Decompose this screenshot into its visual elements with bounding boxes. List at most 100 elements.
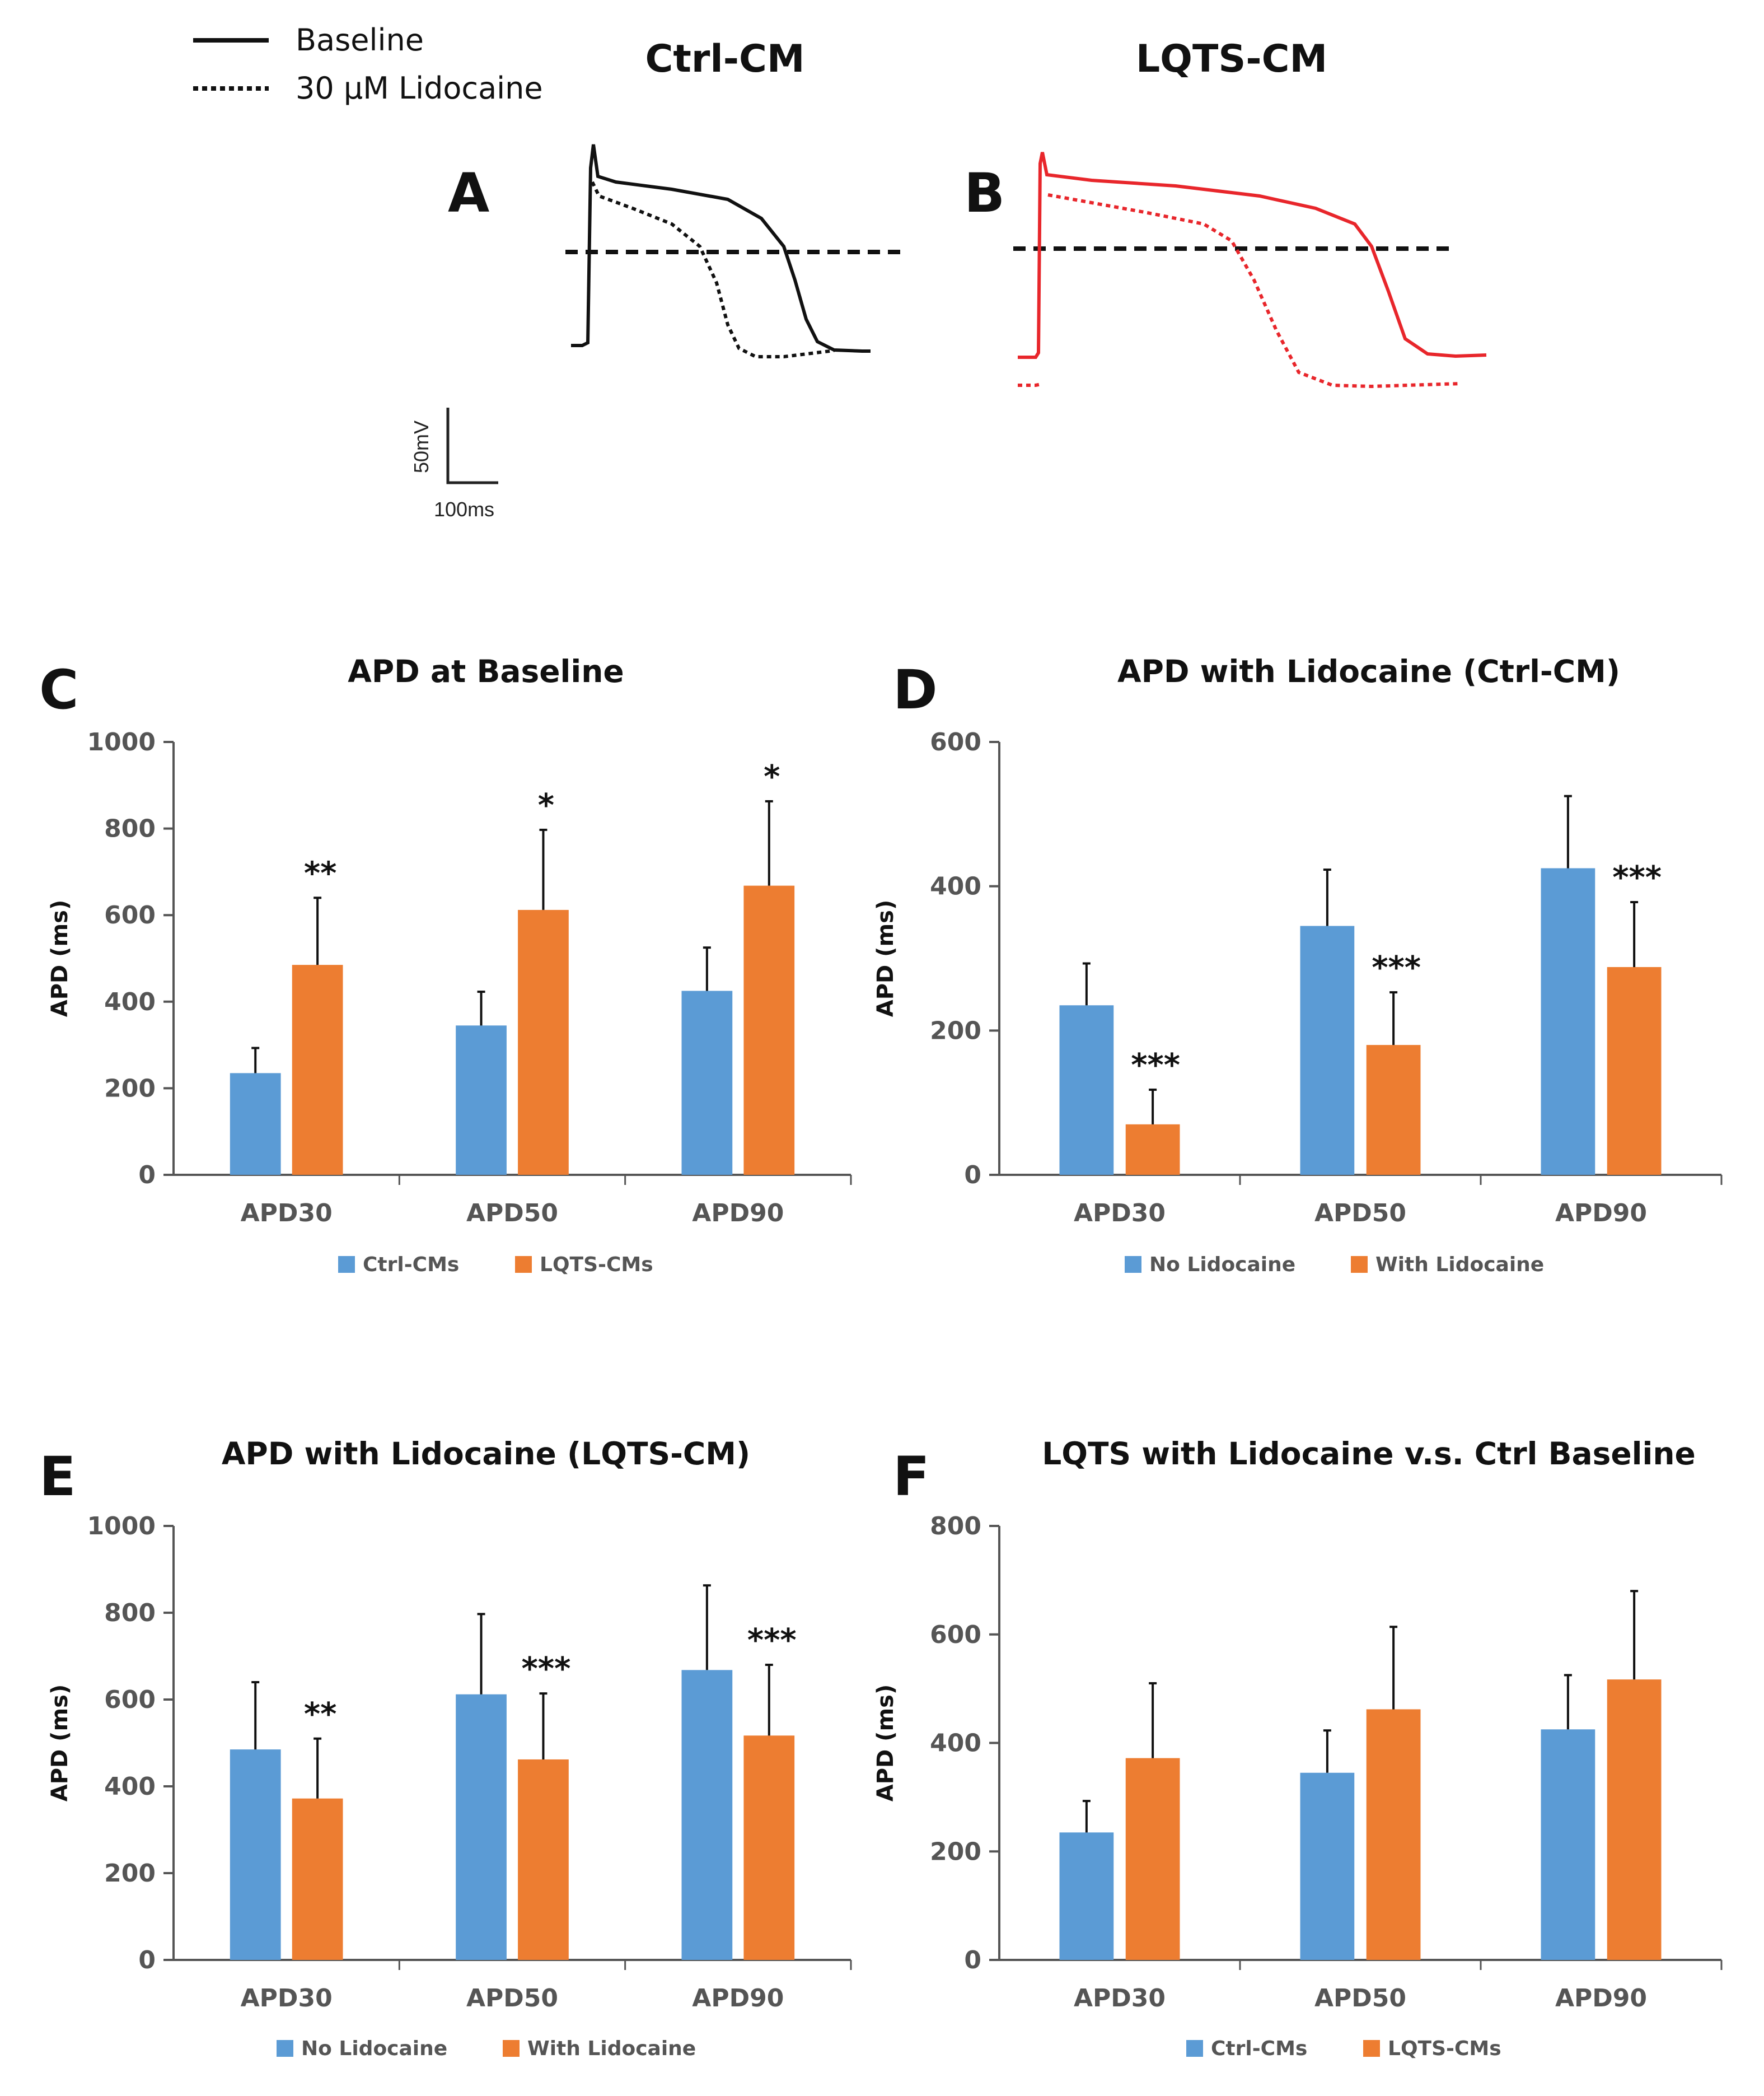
x-category-label: APD30 bbox=[1074, 1199, 1166, 1227]
chart-e-y-label: APD (ms) bbox=[47, 1684, 73, 1801]
y-tick-label: 400 bbox=[930, 1729, 981, 1758]
y-tick-label: 1000 bbox=[87, 1512, 156, 1541]
significance-marker: * bbox=[538, 787, 554, 824]
x-category-label: APD90 bbox=[1555, 1199, 1647, 1227]
bar-lqts-cms bbox=[743, 885, 795, 1175]
legend-swatch bbox=[1363, 2040, 1380, 2057]
legend-swatch bbox=[1351, 1256, 1368, 1273]
legend-solid-label: Baseline bbox=[296, 22, 424, 58]
significance-marker: *** bbox=[1131, 1047, 1180, 1084]
bar-with-lidocaine bbox=[743, 1735, 795, 1960]
trace-legend: Baseline 30 µM Lidocaine bbox=[193, 22, 543, 106]
panel-c-label: C bbox=[39, 659, 78, 721]
y-tick-label: 200 bbox=[930, 1016, 981, 1045]
scale-bar-time: 100ms bbox=[434, 498, 494, 521]
y-tick-label: 200 bbox=[104, 1074, 156, 1103]
y-tick-label: 200 bbox=[104, 1859, 156, 1888]
scale-bar: 50mV 100ms bbox=[410, 408, 498, 521]
panel-a: Ctrl-CM A bbox=[448, 37, 902, 358]
panel-b-title: LQTS-CM bbox=[1136, 37, 1327, 81]
x-category-label: APD30 bbox=[241, 1199, 333, 1227]
bar-no-lidocaine bbox=[1059, 1005, 1114, 1175]
bar-with-lidocaine bbox=[1366, 1045, 1421, 1175]
significance-marker: *** bbox=[1612, 860, 1662, 896]
bar-charts: C APD at Baseline 0 200 400 600 800 1000 APD (ms… bbox=[39, 653, 1723, 2060]
legend-label: With Lidocaine bbox=[527, 2037, 696, 2060]
bar-ctrl-cms bbox=[1300, 1772, 1355, 1960]
x-category-label: APD90 bbox=[692, 1199, 784, 1227]
panel-a-lidocaine-trace bbox=[591, 181, 835, 358]
chart-c-legend: Ctrl-CMs LQTS-CMs bbox=[338, 1253, 653, 1276]
y-tick-label: 800 bbox=[104, 815, 156, 843]
legend-swatch bbox=[1125, 1256, 1141, 1273]
panel-a-title: Ctrl-CM bbox=[645, 37, 804, 81]
legend-swatch bbox=[277, 2040, 293, 2057]
y-tick-label: 0 bbox=[138, 1946, 156, 1974]
bar-ctrl-cms bbox=[230, 1073, 281, 1175]
chart-e-title: APD with Lidocaine (LQTS-CM) bbox=[222, 1436, 750, 1472]
bar-with-lidocaine bbox=[1125, 1124, 1180, 1175]
legend-label: No Lidocaine bbox=[1149, 1253, 1295, 1276]
x-category-label: APD90 bbox=[1555, 1984, 1647, 2013]
bar-with-lidocaine bbox=[1607, 967, 1662, 1175]
significance-marker: ** bbox=[304, 1696, 337, 1733]
x-category-label: APD50 bbox=[466, 1199, 558, 1227]
y-tick-label: 1000 bbox=[87, 728, 156, 757]
scale-bar-voltage: 50mV bbox=[410, 421, 433, 473]
panel-b-label: B bbox=[964, 162, 1005, 225]
y-tick-label: 0 bbox=[964, 1946, 981, 1974]
chart-d-title: APD with Lidocaine (Ctrl-CM) bbox=[1117, 653, 1620, 689]
x-category-label: APD50 bbox=[1314, 1199, 1406, 1227]
bar-ctrl-cms bbox=[456, 1025, 507, 1175]
legend-swatch bbox=[515, 1256, 532, 1273]
bar-no-lidocaine bbox=[456, 1694, 507, 1960]
panel-b-lidocaine-trace bbox=[1018, 193, 1462, 389]
chart-d-y-label: APD (ms) bbox=[873, 900, 899, 1017]
panel-e-label: E bbox=[39, 1445, 76, 1508]
bar-ctrl-cms bbox=[681, 991, 733, 1175]
bar-no-lidocaine bbox=[230, 1749, 281, 1960]
x-category-label: APD30 bbox=[241, 1984, 333, 2013]
bar-no-lidocaine bbox=[1541, 868, 1595, 1175]
legend-swatch bbox=[338, 1256, 355, 1273]
y-tick-label: 600 bbox=[930, 728, 981, 757]
significance-marker: * bbox=[764, 759, 780, 795]
scale-bar-lines bbox=[446, 408, 498, 484]
bar-ctrl-cms bbox=[1059, 1832, 1114, 1960]
legend-label: Ctrl-CMs bbox=[1211, 2037, 1307, 2060]
y-tick-label: 600 bbox=[104, 901, 156, 930]
significance-marker: ** bbox=[304, 855, 337, 891]
chart-d: D APD with Lidocaine (Ctrl-CM) 0 200 400 600 A… bbox=[873, 653, 1723, 1276]
x-category-label: APD30 bbox=[1074, 1984, 1166, 2013]
bar-no-lidocaine bbox=[1300, 926, 1355, 1175]
panel-f-label: F bbox=[893, 1445, 930, 1508]
panel-a-baseline-trace bbox=[571, 144, 871, 353]
legend-label: LQTS-CMs bbox=[1388, 2037, 1501, 2060]
significance-marker: *** bbox=[522, 1651, 571, 1687]
y-tick-label: 0 bbox=[964, 1161, 981, 1189]
legend-dotted-label: 30 µM Lidocaine bbox=[296, 71, 543, 106]
legend-label: Ctrl-CMs bbox=[363, 1253, 459, 1276]
x-category-label: APD90 bbox=[692, 1984, 784, 2013]
y-tick-label: 600 bbox=[104, 1686, 156, 1714]
bar-lqts-cms bbox=[518, 909, 569, 1175]
bar-with-lidocaine bbox=[518, 1759, 569, 1960]
significance-marker: *** bbox=[747, 1622, 797, 1659]
legend-label: LQTS-CMs bbox=[540, 1253, 653, 1276]
y-tick-label: 400 bbox=[104, 988, 156, 1016]
chart-f: F LQTS with Lidocaine v.s. Ctrl Baseline 0… bbox=[873, 1436, 1723, 2060]
legend-swatch bbox=[1186, 2040, 1203, 2057]
bar-lqts-cms bbox=[1607, 1679, 1662, 1960]
x-category-label: APD50 bbox=[466, 1984, 558, 2013]
significance-marker: *** bbox=[1372, 950, 1421, 986]
panel-b-baseline-trace bbox=[1018, 152, 1487, 359]
panel-b: LQTS-CM B bbox=[964, 37, 1487, 389]
y-tick-label: 600 bbox=[930, 1621, 981, 1649]
bar-ctrl-cms bbox=[1541, 1729, 1595, 1960]
bar-with-lidocaine bbox=[292, 1798, 343, 1960]
chart-f-legend: Ctrl-CMs LQTS-CMs bbox=[1186, 2037, 1501, 2060]
legend-label: No Lidocaine bbox=[301, 2037, 447, 2060]
chart-f-y-label: APD (ms) bbox=[873, 1684, 899, 1801]
chart-c-title: APD at Baseline bbox=[348, 653, 624, 689]
